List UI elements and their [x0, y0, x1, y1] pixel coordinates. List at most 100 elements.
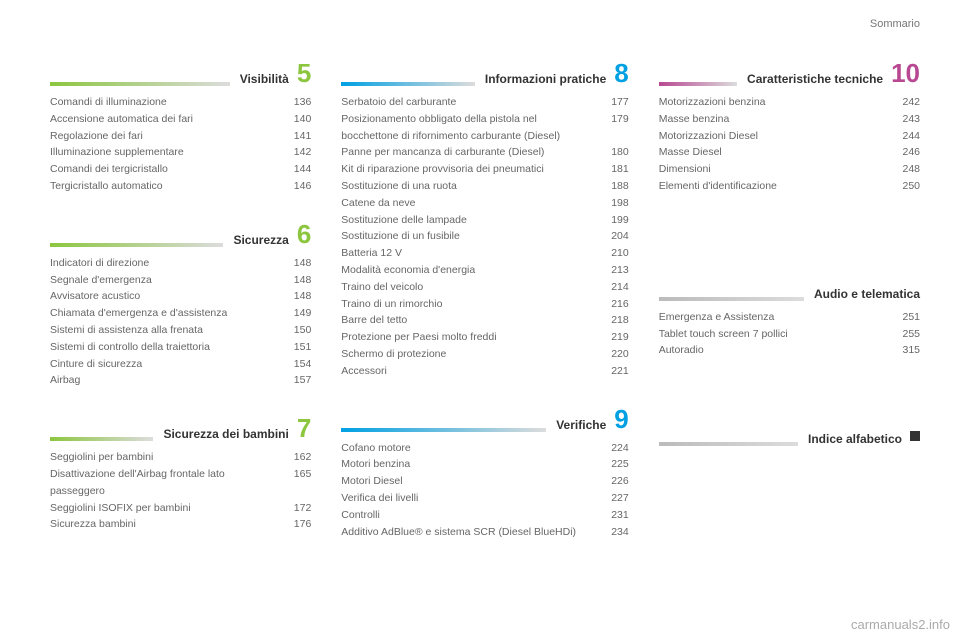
toc-entry-label: Accensione automatica dei fari: [50, 111, 277, 128]
toc-entry-label: Indicatori di direzione: [50, 255, 277, 272]
toc-entry-label: Sicurezza bambini: [50, 516, 277, 533]
chapter-entries: Serbatoio del carburante177Posizionament…: [341, 94, 628, 380]
stripe: [659, 297, 804, 301]
running-title: Sommario: [870, 18, 920, 30]
toc-entry-page: 220: [603, 346, 629, 363]
toc-entry-label: Regolazione dei fari: [50, 128, 277, 145]
toc-entry-label: Verifica dei livelli: [341, 490, 594, 507]
toc-entry-label: Serbatoio del carburante: [341, 94, 594, 111]
toc-entry: Serbatoio del carburante177: [341, 94, 628, 111]
toc-entry: Controlli231: [341, 507, 628, 524]
toc-entry: Kit di riparazione provvisoria dei pneum…: [341, 161, 628, 178]
toc-entry: Posizionamento obbligato della pistola n…: [341, 111, 628, 145]
toc-entry-page: 243: [894, 111, 920, 128]
toc-entry: Schermo di protezione220: [341, 346, 628, 363]
toc-entry: Sostituzione di un fusibile204: [341, 228, 628, 245]
toc-entry-page: 221: [603, 363, 629, 380]
toc-entry-page: 140: [285, 111, 311, 128]
toc-entry-page: 242: [894, 94, 920, 111]
toc-entry: Accessori221: [341, 363, 628, 380]
chapter-title: Verifiche: [556, 418, 606, 432]
toc-entry: Sostituzione di una ruota188: [341, 178, 628, 195]
toc-entry: Masse Diesel246: [659, 144, 920, 161]
toc-entry-page: 148: [285, 255, 311, 272]
chapter-title: Sicurezza: [233, 233, 288, 247]
chapter-sicurezza: Sicurezza 6 Indicatori di direzione148Se…: [50, 221, 311, 389]
toc-entry-page: 180: [603, 144, 629, 161]
chapter-number: 7: [297, 415, 311, 441]
toc-entry: Emergenza e Assistenza251: [659, 309, 920, 326]
manual-page: Sommario Visibilità 5 Comandi di illumin…: [0, 0, 960, 640]
toc-entry-label: Motori Diesel: [341, 473, 594, 490]
toc-entry-label: Masse Diesel: [659, 144, 886, 161]
chapter-entries: Indicatori di direzione 148Segnale d'emer…: [50, 255, 311, 389]
stripe: [341, 82, 475, 86]
col-middle: Informazioni pratiche 8 Serbatoio del ca…: [341, 60, 628, 600]
toc-entry: Cofano motore224: [341, 440, 628, 457]
toc-entry-page: 136: [285, 94, 311, 111]
chapter-entries: Emergenza e Assistenza251Tablet touch sc…: [659, 309, 920, 359]
toc-entry-label: Barre del tetto: [341, 312, 594, 329]
toc-entry-page: 148: [285, 272, 311, 289]
toc-entry-label: Chiamata d'emergenza e d'assistenza: [50, 305, 277, 322]
toc-entry: Sicurezza bambini176: [50, 516, 311, 533]
toc-entry-page: 151: [285, 339, 311, 356]
toc-entry: Protezione per Paesi molto freddi219: [341, 329, 628, 346]
toc-entry: Motorizzazioni benzina 242: [659, 94, 920, 111]
stripe: [50, 82, 230, 86]
toc-entry-page: 210: [603, 245, 629, 262]
toc-entry-label: Seggiolini per bambini: [50, 449, 277, 466]
chapter-visibilita: Visibilità 5 Comandi di illuminazione136…: [50, 60, 311, 195]
toc-entry-label: Motorizzazioni Diesel: [659, 128, 886, 145]
toc-entry-label: Motori benzina: [341, 456, 594, 473]
chapter-title: Sicurezza dei bambini: [163, 427, 288, 441]
toc-entry: Avvisatore acustico148: [50, 288, 311, 305]
col-right: Caratteristiche tecniche 10 Motorizzazio…: [659, 60, 920, 600]
toc-entry: Accensione automatica dei fari 140: [50, 111, 311, 128]
toc-entry-label: Catene da neve: [341, 195, 594, 212]
toc-entry-label: Modalità economia d'energia: [341, 262, 594, 279]
chapter-title: Informazioni pratiche: [485, 72, 606, 86]
toc-entry: Sistemi di controllo della traiettoria15…: [50, 339, 311, 356]
toc-entry-label: Motorizzazioni benzina: [659, 94, 886, 111]
chapter-entries: Seggiolini per bambini162Disattivazione …: [50, 449, 311, 533]
toc-entry-page: 165: [285, 466, 311, 483]
chapter-number: 5: [297, 60, 311, 86]
toc-entry-page: 179: [603, 111, 629, 128]
toc-entry: Tablet touch screen 7 pollici255: [659, 326, 920, 343]
stripe: [50, 243, 223, 247]
toc-entry: Cinture di sicurezza154: [50, 356, 311, 373]
toc-entry-label: Sostituzione di una ruota: [341, 178, 594, 195]
toc-entry: Motori benzina 225: [341, 456, 628, 473]
toc-entry-page: 214: [603, 279, 629, 296]
chapter-entries: Comandi di illuminazione136Accensione au…: [50, 94, 311, 195]
toc-entry-label: Batteria 12 V: [341, 245, 594, 262]
toc-entry: Traino di un rimorchio216: [341, 296, 628, 313]
toc-entry-label: Dimensioni: [659, 161, 886, 178]
chapter-info-pratiche: Informazioni pratiche 8 Serbatoio del ca…: [341, 60, 628, 380]
toc-entry: Verifica dei livelli227: [341, 490, 628, 507]
chapter-indice: Indice alfabetico: [659, 431, 920, 454]
toc-entry: Dimensioni 248: [659, 161, 920, 178]
toc-entry-label: Airbag: [50, 372, 277, 389]
toc-entry-page: 248: [894, 161, 920, 178]
toc-entry-label: Traino di un rimorchio: [341, 296, 594, 313]
toc-entry-label: Avvisatore acustico: [50, 288, 277, 305]
toc-entry-label: Kit di riparazione provvisoria dei pneum…: [341, 161, 594, 178]
toc-entry-label: Controlli: [341, 507, 594, 524]
toc-entry: Disattivazione dell'Airbag frontale lato…: [50, 466, 311, 500]
toc-entry: Segnale d'emergenza148: [50, 272, 311, 289]
stripe: [341, 428, 546, 432]
toc-entry-page: 157: [285, 372, 311, 389]
toc-entry-page: 225: [603, 456, 629, 473]
chapter-entries: Motorizzazioni benzina 242 Masse benzina 24…: [659, 94, 920, 195]
toc-entry-page: 255: [894, 326, 920, 343]
chapter-sicurezza-bambini: Sicurezza dei bambini 7 Seggiolini per b…: [50, 415, 311, 533]
toc-entry: Indicatori di direzione 148: [50, 255, 311, 272]
toc-entry-label: Masse benzina: [659, 111, 886, 128]
watermark: carmanuals2.info: [851, 617, 950, 632]
chapter-audio: Audio e telematica Emergenza e Assistenz…: [659, 287, 920, 359]
toc-entry-label: Comandi di illuminazione: [50, 94, 277, 111]
toc-entry-page: 234: [603, 524, 629, 541]
toc-entry-label: Cofano motore: [341, 440, 594, 457]
